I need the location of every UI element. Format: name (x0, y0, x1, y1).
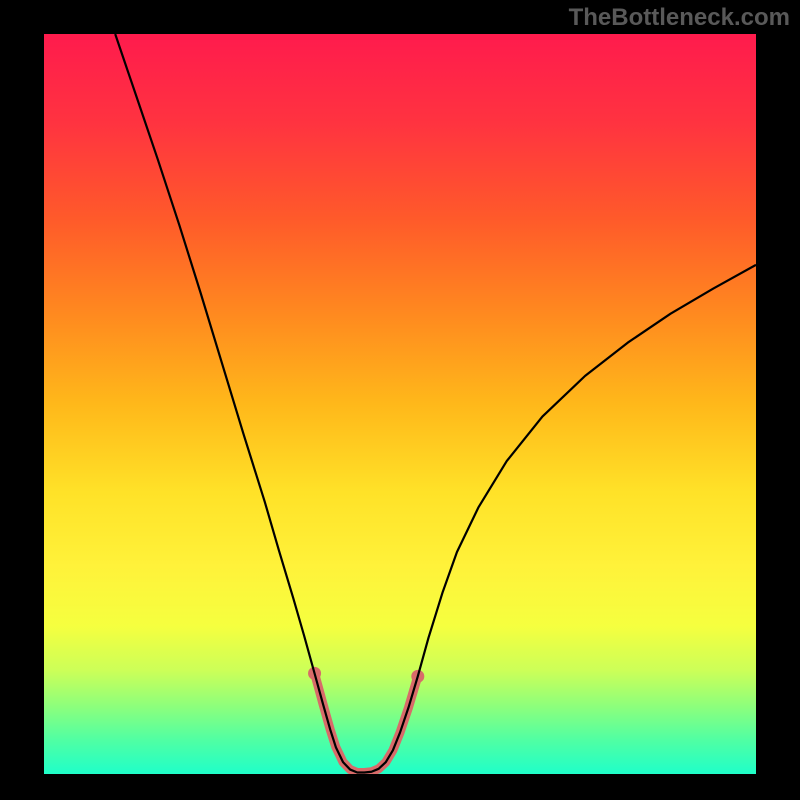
watermark-label: TheBottleneck.com (569, 4, 790, 32)
plot-gradient-background (44, 34, 756, 774)
chart-svg (0, 0, 800, 800)
stage: TheBottleneck.com (0, 0, 800, 800)
